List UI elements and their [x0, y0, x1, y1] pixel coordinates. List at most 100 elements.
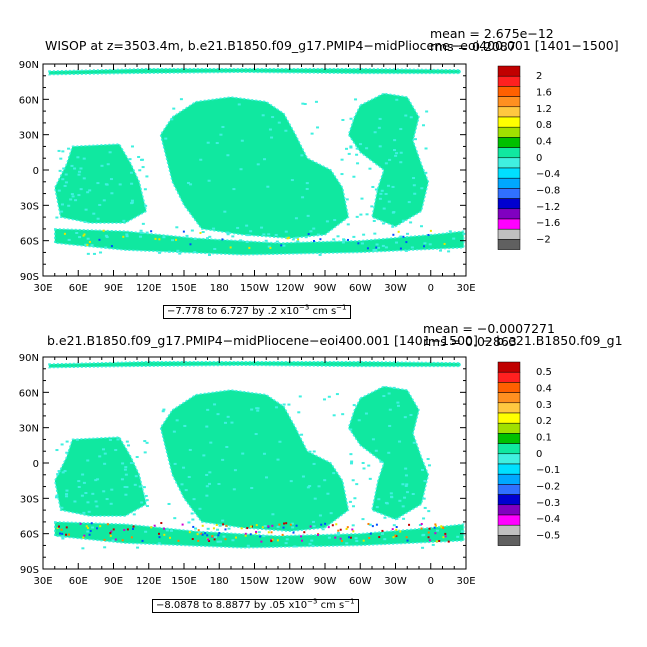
field-speckle [84, 208, 88, 211]
lat-tick-label: 60N [19, 95, 39, 106]
field-speckle [165, 529, 169, 532]
colorbar-swatch [497, 494, 521, 506]
field-speckle [212, 227, 216, 230]
colorbar-swatch [497, 443, 521, 455]
coastal-speckle [132, 525, 135, 528]
coastal-speckle [301, 539, 304, 542]
coastal-speckle [427, 233, 430, 236]
coastal-speckle [269, 246, 272, 249]
coastal-speckle [349, 536, 352, 539]
coastal-speckle [211, 535, 214, 538]
coastal-speckle [229, 246, 232, 249]
field-speckle [360, 242, 364, 245]
field-speckle [405, 232, 409, 235]
field-speckle [86, 237, 90, 240]
field-speckle [80, 494, 84, 497]
field-speckle [291, 526, 295, 529]
field-speckle [180, 483, 184, 486]
field-speckle [123, 485, 127, 488]
field-speckle [144, 204, 148, 207]
field-speckle [284, 230, 288, 233]
colorbar-swatch [497, 484, 521, 495]
field-speckle [345, 198, 349, 201]
field-speckle [145, 499, 149, 502]
field-speckle [345, 147, 349, 150]
coastal-speckle [319, 238, 322, 241]
field-speckle [141, 222, 145, 225]
map-panel-1: 30E 60E 90E 120E 150E 180 150W 120W 90W 60W 30W 0 30… [19, 60, 476, 294]
field-speckle [56, 473, 60, 476]
field-speckle [103, 462, 107, 465]
field-speckle [175, 419, 179, 422]
lon-tick-label: 30W [384, 576, 407, 587]
lon-tick-label: 90W [314, 576, 337, 587]
field-speckle [182, 466, 186, 469]
ocean-field-region [48, 360, 461, 369]
field-speckle [289, 480, 293, 483]
field-speckle [268, 128, 272, 131]
field-speckle [138, 485, 142, 488]
colorbar-tick-label: −0.2 [536, 481, 560, 492]
coastal-speckle [61, 532, 64, 535]
field-speckle [306, 214, 310, 217]
colorbar-swatch [497, 514, 521, 526]
field-speckle [92, 212, 96, 215]
field-speckle [111, 539, 115, 542]
field-speckle [215, 142, 219, 145]
field-speckle [401, 483, 405, 486]
field-speckle [61, 178, 65, 181]
field-speckle [145, 441, 149, 444]
coastal-speckle [222, 523, 225, 526]
field-speckle [61, 150, 65, 153]
field-speckle [218, 524, 222, 527]
field-speckle [452, 237, 456, 240]
field-speckle [221, 519, 225, 522]
field-speckle [124, 466, 128, 469]
coastal-speckle [169, 536, 172, 539]
field-speckle [76, 156, 80, 159]
field-speckle [67, 147, 71, 150]
field-speckle [81, 547, 85, 550]
field-speckle [266, 185, 270, 188]
field-speckle [314, 100, 318, 103]
coastal-speckle [201, 524, 204, 527]
field-speckle [317, 485, 321, 488]
field-speckle [170, 118, 174, 121]
field-speckle [134, 475, 138, 478]
lat-tick-label: 0 [33, 166, 39, 177]
lat-tick-label: 60S [20, 530, 39, 541]
field-speckle [57, 189, 61, 192]
coastal-speckle [112, 528, 115, 531]
coastal-speckle [375, 246, 378, 249]
field-speckle [82, 481, 86, 484]
coastal-speckle [221, 238, 224, 241]
field-speckle [205, 425, 209, 428]
field-speckle [399, 235, 403, 238]
field-speckle [198, 507, 202, 510]
coastal-speckle [63, 232, 66, 235]
ocean-field-region [159, 389, 350, 533]
field-speckle [386, 184, 390, 187]
field-speckle [379, 192, 383, 195]
field-speckle [349, 428, 353, 431]
colorbar-swatch [497, 392, 521, 404]
field-speckle [197, 531, 201, 534]
field-speckle [329, 512, 333, 515]
coastal-speckle [261, 526, 264, 529]
colorbar-tick-label: −0.8 [536, 185, 560, 196]
field-speckle [372, 249, 376, 252]
field-speckle [341, 413, 345, 416]
ocean-field-region [54, 521, 465, 549]
coastal-speckle [395, 525, 398, 528]
field-speckle [65, 493, 69, 496]
field-speckle [384, 192, 388, 195]
field-speckle [375, 243, 379, 246]
field-speckle [114, 449, 118, 452]
field-speckle [63, 184, 67, 187]
field-speckle [271, 116, 275, 119]
coastal-speckle [427, 531, 430, 534]
field-speckle [130, 182, 134, 185]
field-speckle [342, 239, 346, 242]
field-speckle [350, 460, 354, 463]
coastal-speckle [375, 523, 378, 526]
